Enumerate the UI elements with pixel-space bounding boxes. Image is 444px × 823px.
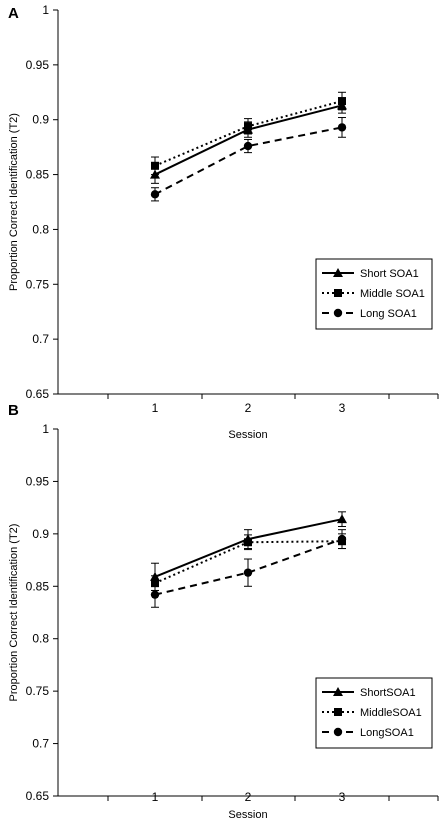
x-tick-label: 2: [245, 401, 252, 415]
x-axis-title: Session: [228, 429, 267, 441]
x-tick-label: 1: [152, 401, 159, 415]
circle-marker: [333, 727, 343, 737]
legend-label: Middle SOA1: [360, 288, 425, 300]
y-tick-label: 0.85: [26, 579, 50, 593]
circle-marker: [243, 141, 253, 151]
square-marker: [151, 161, 159, 170]
triangle-marker: [333, 268, 343, 277]
x-tick-label: 2: [245, 790, 252, 804]
square-marker: [244, 122, 252, 131]
triangle-marker: [333, 687, 343, 696]
circle-marker: [337, 534, 347, 544]
square-marker: [338, 97, 346, 106]
series-circle: [150, 529, 347, 608]
series-line: [154, 538, 343, 596]
y-tick-label: 0.65: [26, 387, 50, 401]
legend: ShortSOA1 MiddleSOA1 LongSOA1: [315, 677, 433, 749]
series-square: [151, 91, 346, 176]
legend-label: LongSOA1: [360, 727, 414, 739]
panel-label: A: [8, 5, 19, 22]
legend-label: ShortSOA1: [360, 687, 416, 699]
circle-marker: [337, 123, 347, 132]
y-tick-label: 0.85: [26, 168, 50, 182]
circle-marker: [333, 308, 343, 318]
y-tick-label: 0.7: [32, 737, 49, 751]
y-tick-label: 0.9: [32, 527, 49, 541]
legend-label: MiddleSOA1: [360, 707, 422, 719]
circle-marker: [243, 568, 253, 577]
y-axis-title: Proportion Correct Identification (T2): [8, 113, 20, 291]
circle-marker: [150, 190, 160, 199]
x-tick-label: 1: [152, 790, 159, 804]
circle-marker: [150, 590, 160, 599]
x-axis-title: Session: [228, 809, 267, 821]
square-marker: [334, 708, 342, 716]
y-axis-title: Proportion Correct Identification (T2): [8, 524, 20, 702]
y-tick-label: 0.9: [32, 113, 49, 127]
y-tick-label: 0.95: [26, 58, 50, 72]
y-tick-label: 0.7: [32, 332, 49, 346]
square-marker: [334, 289, 342, 297]
y-tick-label: 0.95: [26, 474, 50, 488]
y-tick-label: 0.75: [26, 277, 50, 291]
series-circle: [150, 117, 347, 202]
y-tick-label: 1: [42, 422, 49, 436]
y-tick-label: 0.8: [32, 632, 49, 646]
chart-panel-a: A 0.65 0.7 0.75 0.8 0.85 0.9 0.95 1 1 2 3 Session Pro…: [8, 3, 439, 441]
x-tick-label: 3: [339, 790, 346, 804]
y-tick-label: 0.65: [26, 789, 50, 803]
chart-panel-b: B 0.65 0.7 0.75 0.8 0.85 0.9 0.95 1 1 2 3 Session Pro…: [8, 402, 439, 821]
y-tick-label: 0.8: [32, 222, 49, 236]
y-tick-label: 1: [42, 3, 49, 17]
x-tick-label: 3: [339, 401, 346, 415]
legend: Short SOA1 Middle SOA1 Long SOA1: [315, 258, 433, 330]
legend-label: Long SOA1: [360, 308, 417, 320]
series-line: [154, 126, 343, 196]
triangle-marker: [337, 514, 347, 524]
square-marker: [244, 538, 252, 547]
panel-label: B: [8, 402, 19, 419]
legend-label: Short SOA1: [360, 268, 419, 280]
y-tick-label: 0.75: [26, 684, 50, 698]
